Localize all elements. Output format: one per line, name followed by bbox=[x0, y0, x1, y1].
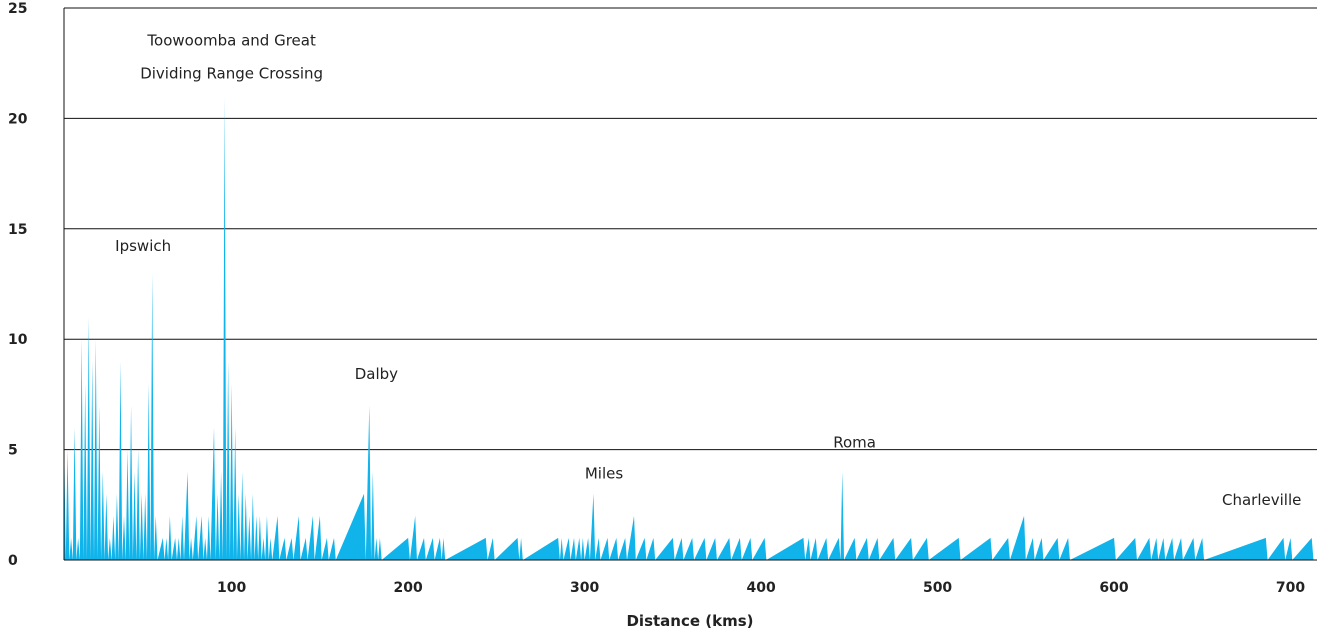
y-tick-label: 20 bbox=[8, 111, 28, 127]
annotation-label: Charleville bbox=[1222, 491, 1301, 509]
annotation-label: Dividing Range Crossing bbox=[140, 65, 323, 83]
y-tick-label: 25 bbox=[8, 1, 27, 17]
elevation-area bbox=[64, 96, 1314, 560]
grid-layer bbox=[64, 7, 1317, 451]
annotation-label: Toowoomba and Great bbox=[146, 32, 316, 50]
x-tick-label: 700 bbox=[1276, 580, 1305, 596]
annotation-label: Miles bbox=[585, 464, 624, 482]
x-axis-label: Distance (kms) bbox=[626, 612, 753, 630]
x-tick-label: 400 bbox=[746, 580, 775, 596]
annotation-label: Ipswich bbox=[115, 237, 171, 255]
x-tick-label: 200 bbox=[394, 580, 423, 596]
annotation-label: Dalby bbox=[355, 365, 398, 383]
annotation-label: Roma bbox=[833, 433, 876, 451]
tick-labels: 0 5 10 15 20 25 100 200 300 400 500 600 700 bbox=[8, 1, 1305, 596]
x-tick-label: 600 bbox=[1099, 580, 1128, 596]
x-tick-label: 100 bbox=[217, 580, 246, 596]
y-tick-label: 5 bbox=[8, 443, 18, 459]
axis-layer bbox=[63, 8, 1317, 561]
y-tick-label: 0 bbox=[8, 553, 18, 569]
annotations: Toowoomba and Great Dividing Range Crossi… bbox=[115, 32, 1301, 509]
y-tick-label: 10 bbox=[8, 332, 28, 348]
x-tick-label: 300 bbox=[570, 580, 599, 596]
y-tick-label: 15 bbox=[8, 222, 27, 238]
x-tick-label: 500 bbox=[923, 580, 952, 596]
